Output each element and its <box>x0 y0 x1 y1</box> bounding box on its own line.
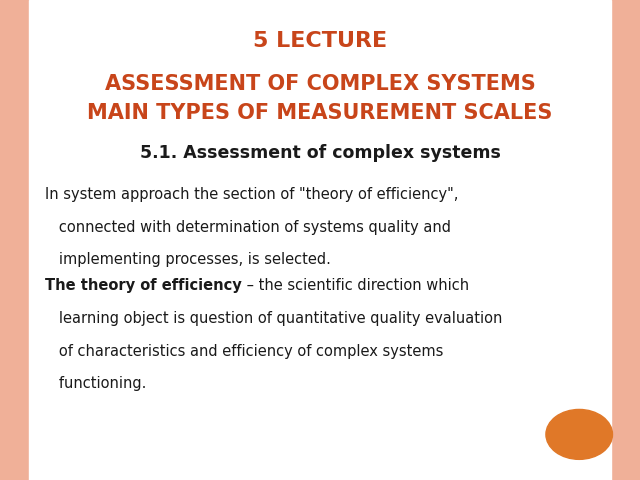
Text: implementing processes, is selected.: implementing processes, is selected. <box>45 252 331 267</box>
Text: MAIN TYPES OF MEASUREMENT SCALES: MAIN TYPES OF MEASUREMENT SCALES <box>87 103 553 123</box>
Text: of characteristics and efficiency of complex systems: of characteristics and efficiency of com… <box>45 344 443 359</box>
Text: 5 LECTURE: 5 LECTURE <box>253 31 387 51</box>
Text: connected with determination of systems quality and: connected with determination of systems … <box>45 220 451 235</box>
Text: The theory of efficiency: The theory of efficiency <box>45 278 241 293</box>
Text: functioning.: functioning. <box>45 376 146 391</box>
Circle shape <box>546 409 612 459</box>
Bar <box>0 0 29 480</box>
Text: 5.1. Assessment of complex systems: 5.1. Assessment of complex systems <box>140 144 500 162</box>
Bar <box>611 0 640 480</box>
Text: ASSESSMENT OF COMPLEX SYSTEMS: ASSESSMENT OF COMPLEX SYSTEMS <box>104 74 536 95</box>
Text: learning object is question of quantitative quality evaluation: learning object is question of quantitat… <box>45 311 502 326</box>
Text: In system approach the section of "theory of efficiency",: In system approach the section of "theor… <box>45 187 458 202</box>
Text: – the scientific direction which: – the scientific direction which <box>242 278 469 293</box>
